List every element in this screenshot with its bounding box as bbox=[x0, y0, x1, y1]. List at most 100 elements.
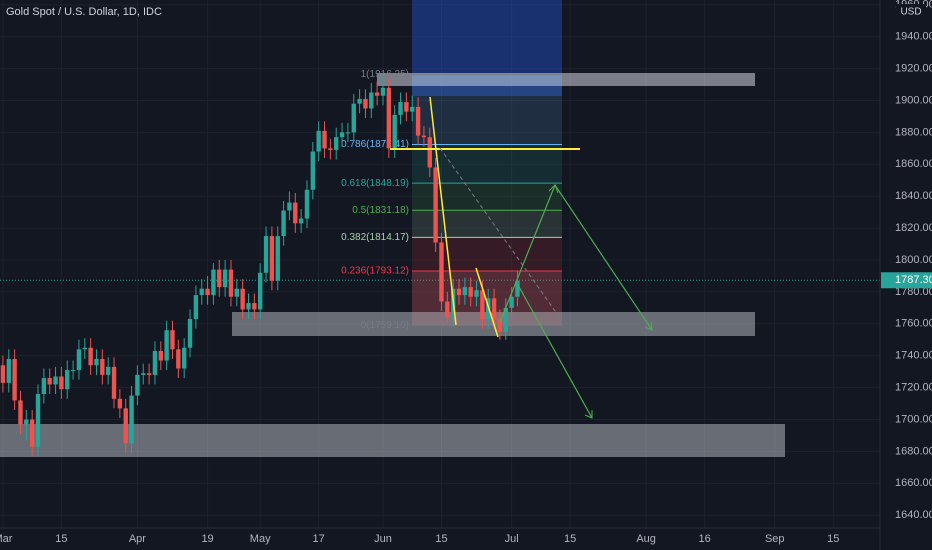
currency-label: USD bbox=[900, 7, 921, 18]
candle-body bbox=[293, 202, 298, 224]
candle-body bbox=[111, 366, 117, 399]
trend-line bbox=[475, 267, 499, 338]
y-tick-label: 1700.00 bbox=[895, 413, 932, 425]
y-tick-label: 1860.00 bbox=[895, 158, 932, 170]
candle-body bbox=[53, 376, 58, 385]
fib-label: 0.786(1872.41) bbox=[341, 139, 409, 150]
candle-body bbox=[193, 295, 199, 320]
candle-body bbox=[141, 373, 146, 375]
fib-label: 0.618(1848.19) bbox=[341, 178, 409, 189]
candle-body bbox=[380, 87, 386, 96]
x-tick-label: Jun bbox=[374, 533, 392, 545]
y-tick-label: 1800.00 bbox=[895, 254, 932, 266]
candle-body bbox=[217, 269, 222, 288]
candle-body bbox=[252, 303, 257, 310]
candle-body bbox=[76, 349, 82, 371]
trend-line bbox=[429, 96, 457, 326]
candle-body bbox=[275, 236, 280, 281]
arrow-head bbox=[644, 321, 653, 331]
candle-body bbox=[222, 269, 228, 288]
fib-label: 0.382(1814.17) bbox=[341, 232, 409, 243]
candle-body bbox=[404, 102, 409, 112]
candle-body bbox=[205, 288, 210, 296]
candle-body bbox=[105, 366, 111, 375]
candle-body bbox=[374, 92, 380, 96]
candle-body bbox=[228, 269, 234, 297]
candle-body bbox=[334, 137, 339, 150]
candle-body bbox=[18, 400, 23, 425]
y-tick-label: 1780.00 bbox=[895, 286, 932, 298]
fib-label: 0(1759.10) bbox=[361, 320, 409, 331]
candle-body bbox=[240, 288, 245, 310]
candle-body bbox=[369, 92, 374, 109]
candle-body bbox=[211, 269, 216, 296]
fib-label: 0.236(1793.12) bbox=[341, 266, 409, 277]
x-tick-label: 15 bbox=[435, 533, 447, 545]
projection-arrow bbox=[517, 284, 593, 419]
x-tick-label: 16 bbox=[698, 533, 710, 545]
x-tick-label: 17 bbox=[313, 533, 325, 545]
candle-body bbox=[445, 301, 450, 318]
last-price-label: 1787.30 bbox=[895, 274, 932, 286]
last-price-badge bbox=[881, 272, 932, 289]
candle-body bbox=[386, 87, 392, 149]
candle-body bbox=[509, 296, 514, 308]
y-tick-label: 1640.00 bbox=[895, 509, 932, 521]
candle-body bbox=[351, 103, 356, 133]
x-tick-label: Sep bbox=[765, 533, 785, 545]
x-tick-label: 15 bbox=[827, 533, 839, 545]
fib-label: 0.5(1831.18) bbox=[352, 205, 409, 216]
candle-body bbox=[129, 395, 134, 444]
candle-body bbox=[328, 148, 333, 150]
candle-body bbox=[152, 350, 158, 375]
candle-body bbox=[421, 135, 427, 138]
candle-body bbox=[410, 106, 415, 112]
arrow-head bbox=[584, 410, 593, 419]
x-tick-label: Jul bbox=[505, 533, 519, 545]
candle-body bbox=[187, 319, 193, 348]
y-tick-label: 1900.00 bbox=[895, 94, 932, 106]
candle-body bbox=[304, 189, 310, 219]
candle-body bbox=[135, 374, 140, 396]
candle-body bbox=[503, 307, 508, 332]
y-tick-label: 1720.00 bbox=[895, 382, 932, 394]
candle-body bbox=[269, 236, 275, 281]
candle-body bbox=[468, 287, 473, 297]
candle-body bbox=[164, 330, 169, 361]
candle-body bbox=[199, 288, 204, 296]
y-tick-label: 1680.00 bbox=[895, 445, 932, 457]
y-tick-label: 1940.00 bbox=[895, 31, 932, 43]
candle-body bbox=[257, 272, 263, 310]
candle-body bbox=[491, 298, 497, 320]
candle-body bbox=[65, 370, 70, 390]
candle-body bbox=[59, 376, 64, 390]
candle-body bbox=[176, 349, 181, 369]
currency-badge bbox=[896, 4, 926, 18]
candle-body bbox=[94, 358, 99, 366]
fib-label: 1(1916.25) bbox=[361, 69, 409, 80]
candle-body bbox=[310, 151, 316, 190]
y-tick-label: 1740.00 bbox=[895, 350, 932, 362]
candle-body bbox=[357, 98, 362, 104]
y-tick-label: 1760.00 bbox=[895, 318, 932, 330]
candle-body bbox=[433, 167, 438, 243]
candle-body bbox=[456, 288, 462, 296]
candle-body bbox=[363, 98, 368, 109]
candle-body bbox=[316, 130, 321, 152]
candle-body bbox=[29, 419, 35, 447]
candle-body bbox=[439, 242, 444, 302]
supply-zone bbox=[377, 73, 755, 86]
candle-body bbox=[41, 378, 47, 395]
candle-body bbox=[158, 350, 163, 361]
candle-body bbox=[281, 210, 286, 237]
candle-body bbox=[170, 330, 175, 350]
candle-body bbox=[339, 132, 345, 138]
candle-body bbox=[12, 358, 17, 401]
candle-body bbox=[117, 398, 123, 409]
x-tick-label: Mar bbox=[0, 533, 13, 545]
x-tick-label: 19 bbox=[201, 533, 213, 545]
candle-body bbox=[246, 303, 251, 310]
x-tick-label: Aug bbox=[636, 533, 656, 545]
x-tick-label: Apr bbox=[129, 533, 146, 545]
